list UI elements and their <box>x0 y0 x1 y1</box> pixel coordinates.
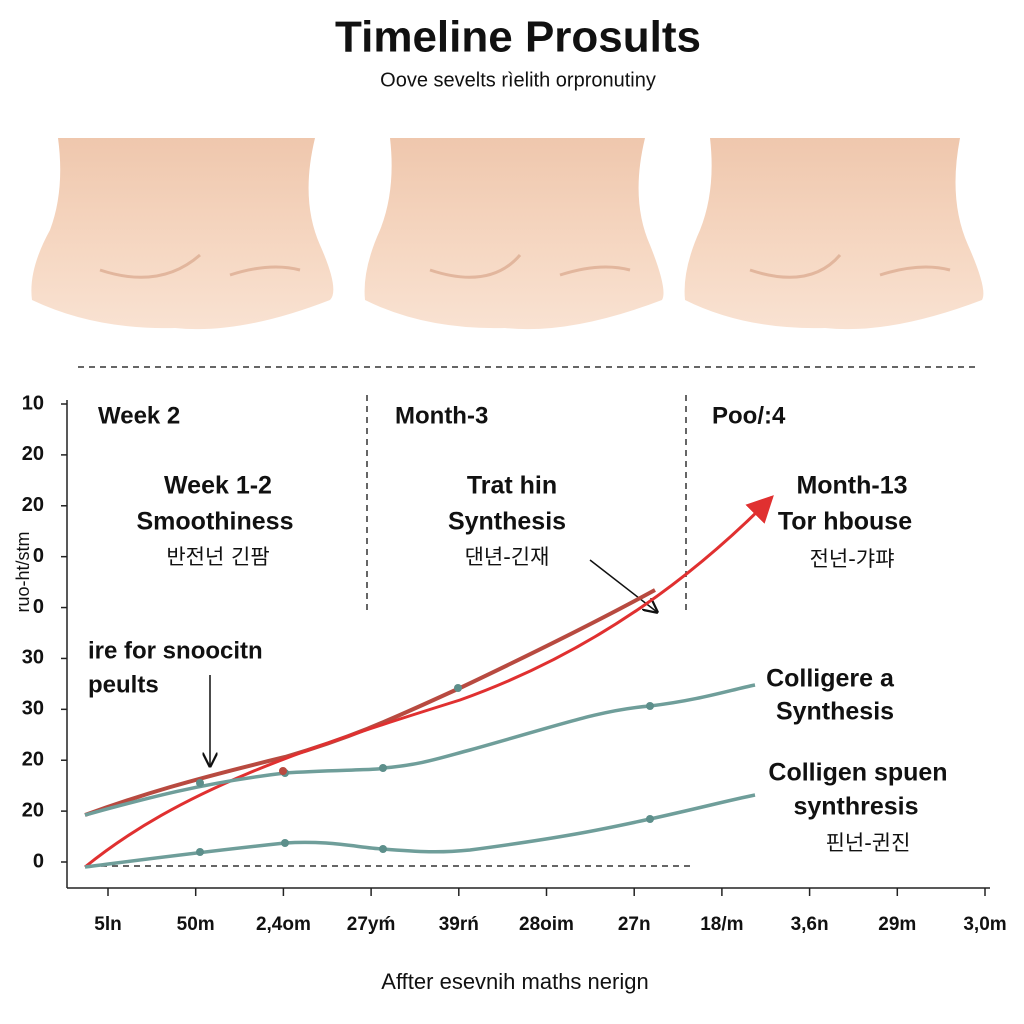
section-text: 댄년-긴재 <box>465 545 550 569</box>
y-tick-label: 10 <box>22 392 44 414</box>
section-text: Tor hbouse <box>778 508 912 536</box>
x-tick-label: 28oim <box>519 914 574 935</box>
series-label: Synthesis <box>776 698 894 726</box>
x-tick-label: 39rń <box>439 914 479 935</box>
section-text: Month-13 <box>796 472 907 500</box>
y-tick-label: 20 <box>22 799 44 821</box>
series-label: 핀넌-귄진 <box>826 831 911 855</box>
x-tick-label: 27n <box>618 914 651 935</box>
x-axis-label: Affter esevnih maths nerign <box>381 969 648 994</box>
y-tick-label: 0 <box>33 545 44 567</box>
series-label: synthresis <box>793 793 918 821</box>
y-tick-label: 30 <box>22 698 44 720</box>
x-tick-label: 3,6n <box>791 914 829 935</box>
series-label: Colligen spuen <box>768 759 947 787</box>
x-tick-label: 50m <box>177 914 215 935</box>
y-tick-label: 20 <box>22 749 44 771</box>
x-tick-label: 18/m <box>700 914 743 935</box>
y-tick-label: 0 <box>33 850 44 872</box>
y-axis-label: ruo-ht/stm <box>13 531 33 612</box>
y-tick-label: 20 <box>22 494 44 516</box>
annotation: ire for snoocitn <box>88 637 263 664</box>
series-label: Colligere a <box>766 665 895 693</box>
x-tick-label: 5ln <box>94 914 121 935</box>
annotation: peults <box>88 671 159 698</box>
torso-images <box>31 138 984 330</box>
section-heading: Week 2 <box>98 402 180 429</box>
y-tick-label: 0 <box>33 596 44 618</box>
section-text: Synthesis <box>448 508 566 536</box>
section-text: Week 1-2 <box>164 472 272 500</box>
curves <box>84 495 774 869</box>
section-text: Smoothiness <box>137 508 294 536</box>
title: Timeline Prosults <box>335 13 701 62</box>
y-tick-label: 30 <box>22 647 44 669</box>
subtitle: Oove sevelts rìelith orpronutiny <box>380 69 656 91</box>
x-tick-label: 29m <box>878 914 916 935</box>
section-heading: Poo/:4 <box>712 402 786 429</box>
x-tick-label: 27yḿ <box>347 914 396 935</box>
section-heading: Month-3 <box>395 402 488 429</box>
section-text: 반전넌 긴팜 <box>166 545 269 569</box>
x-tick-label: 2,4om <box>256 914 311 935</box>
section-text: 전넌-갸퍄 <box>810 547 895 571</box>
section-text: Trat hin <box>467 472 557 500</box>
x-tick-label: 3,0m <box>963 914 1006 935</box>
y-tick-label: 20 <box>22 443 44 465</box>
